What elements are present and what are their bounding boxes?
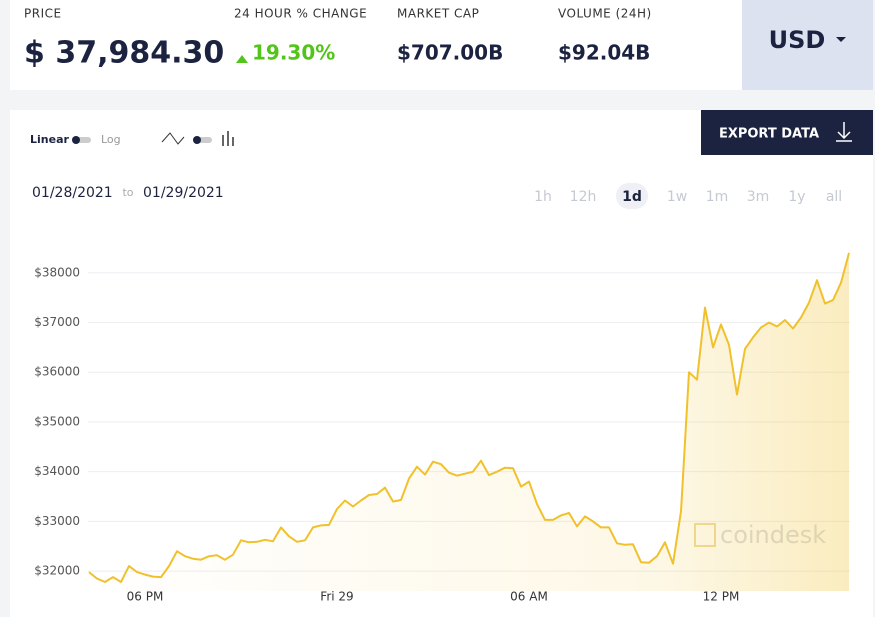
y-tick-label: $38000 — [34, 265, 80, 279]
toggle-knob — [193, 136, 201, 144]
dropdown-caret — [836, 37, 846, 42]
range-button[interactable]: 3m — [747, 189, 770, 205]
stat-label: MARKET CAP — [397, 7, 479, 21]
date-sep: to — [122, 186, 133, 199]
range-button[interactable]: 1m — [706, 189, 729, 205]
date-from[interactable]: 01/28/2021 — [32, 185, 113, 201]
range-active — [616, 183, 648, 209]
stats-card — [10, 0, 742, 90]
stat-value: 19.30% — [252, 41, 335, 65]
range-button[interactable]: 1w — [667, 189, 687, 205]
currency[interactable]: USD — [769, 26, 826, 54]
stat-value: $707.00B — [397, 41, 503, 65]
toggle-knob — [72, 136, 80, 144]
y-tick-label: $33000 — [34, 514, 80, 528]
x-tick-label: Fri 29 — [320, 590, 353, 604]
export-label[interactable]: EXPORT DATA — [719, 127, 819, 142]
y-tick-label: $32000 — [34, 564, 80, 578]
range-button[interactable]: all — [826, 189, 842, 205]
bar-icon[interactable] — [222, 131, 234, 146]
range-button[interactable]: 12h — [570, 189, 597, 205]
scale-linear[interactable]: Linear — [30, 133, 69, 146]
price-line — [88, 252, 850, 583]
y-tick-label: $34000 — [34, 464, 80, 478]
stat-label: PRICE — [24, 7, 62, 21]
x-tick-label: 06 PM — [127, 590, 164, 604]
y-tick-label: $35000 — [34, 414, 80, 428]
line-icon[interactable] — [161, 132, 185, 145]
x-tick-label: 12 PM — [703, 590, 740, 604]
range-button[interactable]: 1h — [534, 189, 552, 205]
stat-value: $ 37,984.30 — [24, 36, 224, 71]
download-icon — [836, 122, 852, 142]
stat-label: 24 HOUR % CHANGE — [234, 7, 367, 21]
stat-label: VOLUME (24H) — [558, 7, 652, 21]
up-triangle — [236, 55, 248, 63]
y-tick-label: $36000 — [34, 365, 80, 379]
currency-select[interactable] — [742, 0, 873, 90]
range-button[interactable]: 1d — [622, 189, 642, 205]
stat-value: $92.04B — [558, 41, 650, 65]
range-button[interactable]: 1y — [788, 189, 805, 205]
area — [89, 252, 849, 591]
x-tick-label: 06 AM — [510, 590, 548, 604]
date-to[interactable]: 01/29/2021 — [143, 185, 224, 201]
scale-log[interactable]: Log — [101, 133, 121, 146]
y-tick-label: $37000 — [34, 315, 80, 329]
